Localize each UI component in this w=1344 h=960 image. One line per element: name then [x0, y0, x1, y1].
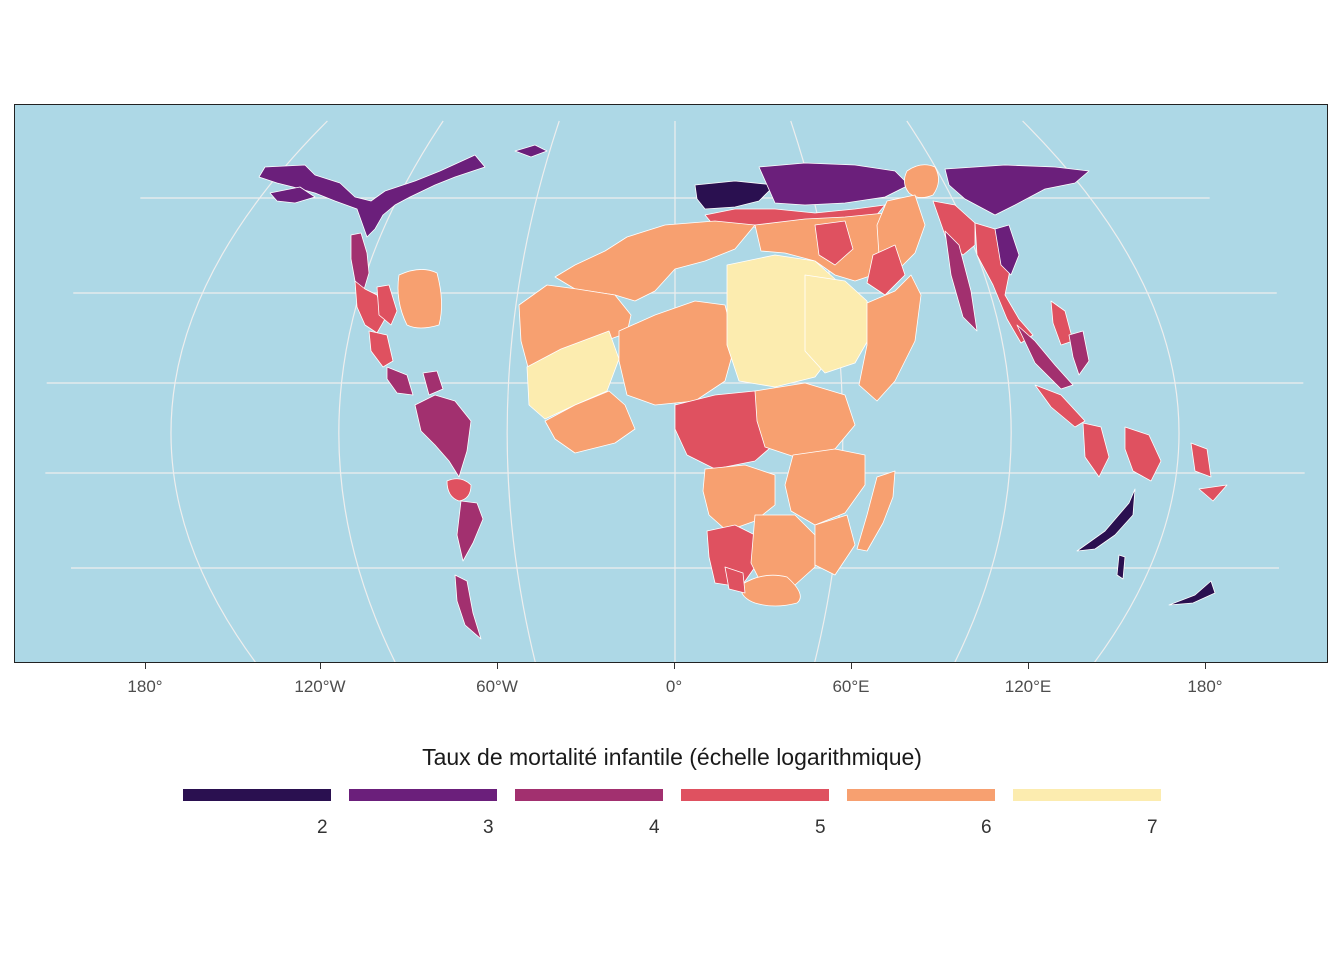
legend-swatch — [681, 789, 829, 801]
region-caribbean-2 — [376, 284, 398, 326]
region-russia-east — [944, 164, 1090, 216]
x-axis-label: 180° — [1187, 677, 1223, 696]
x-tick — [320, 663, 321, 669]
legend-label: 4 — [649, 817, 660, 838]
region-west-africa — [518, 284, 632, 372]
region-philippines — [1068, 330, 1090, 376]
region-layer — [258, 144, 1228, 640]
region-arabia — [866, 244, 906, 296]
x-tick — [851, 663, 852, 669]
x-axis-label: 0° — [665, 677, 683, 696]
map-panel — [14, 104, 1328, 663]
legend-label: 2 — [317, 817, 328, 838]
region-patagonia — [454, 574, 482, 640]
region-china — [994, 224, 1020, 276]
region-north-america-central — [350, 232, 370, 294]
region-vanuatu — [1198, 484, 1228, 502]
region-greenland — [514, 144, 548, 158]
graticule-meridian — [1022, 120, 1180, 662]
region-indonesia-1 — [1034, 384, 1086, 428]
region-solomon — [1190, 442, 1212, 478]
region-south-america-north — [414, 394, 472, 478]
region-sahel-central — [618, 300, 736, 406]
region-caribbean-3 — [422, 370, 444, 396]
region-egypt — [814, 220, 854, 266]
region-pacific-islet — [1116, 554, 1126, 580]
region-southern-africa-west — [706, 524, 756, 588]
world-cartogram — [15, 105, 1327, 662]
legend-title: Taux de mortalité infantile (échelle log… — [422, 744, 922, 770]
legend-swatch — [847, 789, 995, 801]
region-north-america-arctic — [258, 154, 486, 238]
region-madagascar — [856, 470, 896, 552]
x-axis-label: 120°W — [294, 677, 346, 696]
legend-swatch — [349, 789, 497, 801]
region-central-america-2 — [386, 366, 414, 396]
region-southern-africa-center — [750, 514, 816, 588]
region-mozambique — [814, 514, 856, 576]
region-central-asia-bubble — [904, 164, 939, 198]
region-southeast-asia-1 — [1016, 324, 1074, 390]
region-horn-africa — [858, 274, 922, 402]
legend-label: 5 — [815, 817, 826, 838]
region-mexico — [354, 280, 386, 334]
graticule-meridian — [506, 120, 560, 662]
region-north-america-east — [269, 186, 316, 204]
region-europe-west — [694, 180, 776, 210]
region-ethiopia — [804, 274, 872, 374]
region-caribbean-bubble — [397, 269, 442, 329]
x-axis-label: 60°E — [832, 677, 870, 696]
graticule-meridian — [170, 120, 328, 662]
legend-label: 6 — [981, 817, 992, 838]
region-south-america-south — [456, 500, 484, 562]
x-axis-label: 60°W — [476, 677, 518, 696]
x-tick — [1205, 663, 1206, 669]
region-south-america-andes — [446, 478, 472, 502]
region-gulf-guinea — [544, 390, 636, 454]
region-new-zealand — [1168, 580, 1216, 606]
region-north-africa-west — [554, 220, 756, 302]
legend-swatch — [183, 789, 331, 801]
graticule-meridian — [338, 120, 444, 662]
region-east-africa — [784, 448, 866, 526]
x-axis-label: 180° — [127, 677, 163, 696]
region-south-africa — [740, 574, 801, 607]
x-tick — [674, 663, 675, 669]
region-europe-central — [758, 162, 910, 206]
region-lesotho — [724, 566, 746, 594]
x-tick — [145, 663, 146, 669]
region-central-america-1 — [368, 330, 394, 368]
legend-swatch — [1013, 789, 1161, 801]
region-south-asia-2 — [944, 230, 978, 332]
x-tick — [497, 663, 498, 669]
legend-swatch — [515, 789, 663, 801]
region-indonesia-2 — [1082, 422, 1110, 478]
region-australia — [1076, 488, 1136, 552]
region-sahel-west — [526, 330, 620, 420]
region-southeast-asia-2 — [1050, 300, 1074, 346]
legend-label: 3 — [483, 817, 494, 838]
x-tick — [1028, 663, 1029, 669]
region-png — [1124, 426, 1162, 482]
legend-label: 7 — [1147, 817, 1158, 838]
x-axis-label: 120°E — [1004, 677, 1052, 696]
